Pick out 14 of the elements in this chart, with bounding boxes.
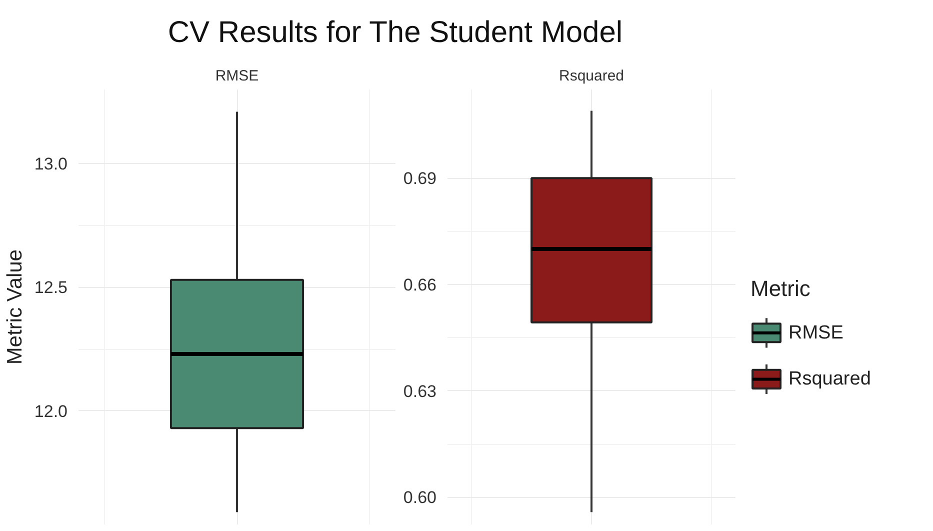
legend-label: Rsquared xyxy=(788,368,871,390)
legend-title: Metric xyxy=(750,276,810,301)
y-tick-label: 0.69 xyxy=(403,169,437,188)
chart-subtitle: RMSE xyxy=(215,68,259,84)
y-tick-label: 12.5 xyxy=(34,278,68,298)
y-tick-label: 13.0 xyxy=(34,154,68,174)
y-tick-label: 0.63 xyxy=(403,382,437,401)
chart-title: CV Results for The Student Model xyxy=(168,16,623,49)
y-tick-label: 0.60 xyxy=(403,488,437,508)
legend-label: RMSE xyxy=(788,322,844,344)
y-axis-title: Metric Value xyxy=(3,249,26,365)
y-tick-label: 12.0 xyxy=(34,402,68,421)
chart-subtitle: Rsquared xyxy=(558,68,624,84)
y-tick-label: 0.66 xyxy=(403,275,437,294)
